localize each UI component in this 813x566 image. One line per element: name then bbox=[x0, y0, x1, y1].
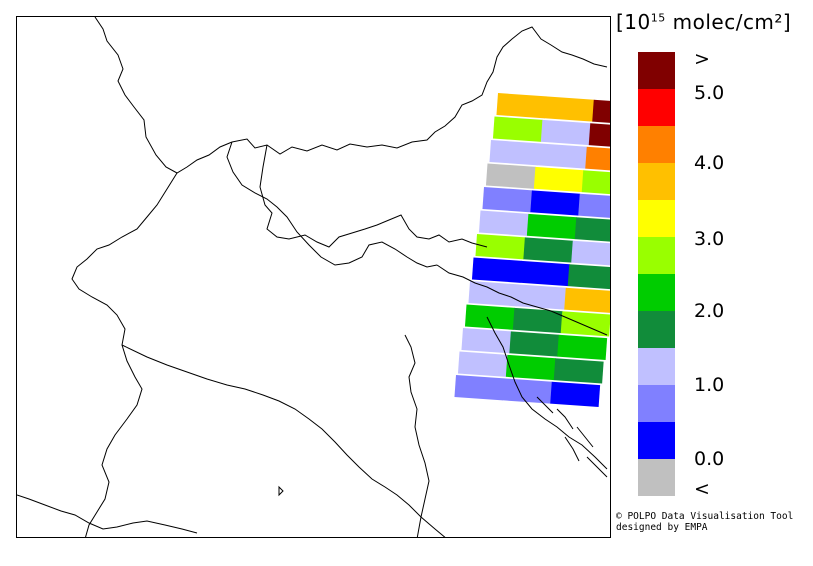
colorbar-label: 5.0 bbox=[694, 82, 725, 104]
colorbar-swatch bbox=[638, 126, 675, 163]
border-alps-west bbox=[71, 172, 178, 537]
credit-text: © POLPO Data Visualisation Tool designed… bbox=[616, 511, 793, 533]
border-france-north bbox=[94, 17, 233, 174]
coast-istria bbox=[486, 316, 608, 470]
swath-pixel bbox=[468, 281, 519, 307]
colorbar-label: 1.0 bbox=[694, 374, 725, 396]
swath-pixel bbox=[592, 99, 610, 126]
swath-pixel bbox=[585, 146, 610, 173]
swath-pixel bbox=[560, 311, 610, 337]
swath-pixel bbox=[505, 354, 556, 381]
swath-row bbox=[468, 281, 610, 314]
swath-pixel bbox=[461, 328, 512, 354]
colorbar-swatch bbox=[638, 237, 675, 274]
swath-pixel bbox=[478, 210, 529, 236]
border-lines bbox=[17, 17, 608, 537]
swath-pixel bbox=[526, 213, 577, 240]
border-switzerland-italy bbox=[226, 141, 438, 268]
colorbar-label: 2.0 bbox=[694, 300, 725, 322]
swath-row bbox=[464, 304, 610, 337]
swath-row bbox=[461, 328, 608, 361]
swath-pixel bbox=[519, 260, 570, 287]
border-italy-interior bbox=[121, 344, 446, 537]
swath-pixel bbox=[482, 187, 533, 213]
colorbar-label: 3.0 bbox=[694, 228, 725, 250]
swath-pixel bbox=[457, 351, 508, 377]
colorbar-swatch bbox=[638, 163, 675, 200]
satellite-swaths bbox=[454, 93, 610, 408]
colorbar-swatch bbox=[638, 422, 675, 459]
border-swiss-north bbox=[231, 26, 608, 155]
swath-pixel bbox=[578, 193, 610, 220]
colorbar-swatch bbox=[638, 348, 675, 385]
map-panel bbox=[16, 16, 611, 538]
swath-pixel bbox=[544, 96, 595, 122]
coast-islands bbox=[536, 396, 608, 478]
colorbar bbox=[638, 52, 675, 496]
coast-adriatic bbox=[404, 334, 430, 537]
swath-pixel bbox=[567, 264, 610, 290]
swath-pixel bbox=[454, 375, 505, 401]
map-canvas bbox=[17, 17, 610, 537]
colorbar-swatch bbox=[638, 274, 675, 311]
swath-pixel bbox=[471, 257, 522, 283]
swath-row bbox=[492, 116, 610, 149]
swath-pixel bbox=[557, 334, 608, 361]
lake-outline bbox=[278, 485, 284, 497]
swath-row bbox=[475, 234, 610, 267]
swath-pixel bbox=[571, 240, 610, 267]
swath-pixel bbox=[550, 381, 601, 408]
swath-row bbox=[496, 93, 610, 126]
swath-pixel bbox=[475, 234, 526, 260]
colorbar-label: > bbox=[694, 48, 710, 70]
swath-row bbox=[482, 187, 610, 220]
colorbar-label: 0.0 bbox=[694, 448, 725, 470]
swath-pixel bbox=[564, 287, 610, 314]
swath-pixel bbox=[540, 119, 591, 146]
swath-row bbox=[489, 140, 610, 173]
border-liguria bbox=[17, 494, 198, 534]
swath-pixel bbox=[530, 190, 581, 216]
colorbar-label: 4.0 bbox=[694, 152, 725, 174]
swath-row bbox=[478, 210, 610, 243]
border-austria-slovenia bbox=[436, 264, 608, 336]
swath-pixel bbox=[464, 304, 515, 330]
swath-pixel bbox=[588, 123, 610, 149]
swath-row bbox=[485, 163, 610, 196]
swath-row bbox=[457, 351, 604, 384]
swath-pixel bbox=[581, 170, 610, 196]
swath-pixel bbox=[485, 163, 536, 189]
swath-pixel bbox=[574, 217, 610, 243]
swath-pixel bbox=[489, 140, 540, 166]
colorbar-swatch bbox=[638, 200, 675, 237]
swath-pixel bbox=[496, 93, 547, 119]
swath-row bbox=[454, 375, 601, 408]
border-swiss-south bbox=[259, 144, 488, 248]
colorbar-label: < bbox=[694, 478, 710, 500]
swath-pixel bbox=[523, 237, 574, 263]
swath-pixel bbox=[553, 358, 604, 384]
swath-pixel bbox=[492, 116, 543, 142]
swath-pixel bbox=[502, 378, 553, 404]
colorbar-swatch bbox=[638, 52, 675, 89]
swath-pixel bbox=[512, 307, 563, 334]
swath-pixel bbox=[509, 331, 560, 357]
colorbar-swatch bbox=[638, 385, 675, 422]
swath-row bbox=[471, 257, 610, 290]
colorbar-swatch bbox=[638, 311, 675, 348]
credit-line-1: © POLPO Data Visualisation Tool bbox=[616, 511, 794, 522]
colorbar-unit-title: [1015 molec/cm²] bbox=[616, 10, 792, 34]
swath-pixel bbox=[533, 166, 584, 193]
colorbar-swatch bbox=[638, 89, 675, 126]
swath-pixel bbox=[516, 284, 567, 310]
colorbar-swatch bbox=[638, 459, 675, 496]
swath-pixel bbox=[537, 143, 588, 169]
credit-line-2: designed by EMPA bbox=[616, 522, 708, 533]
